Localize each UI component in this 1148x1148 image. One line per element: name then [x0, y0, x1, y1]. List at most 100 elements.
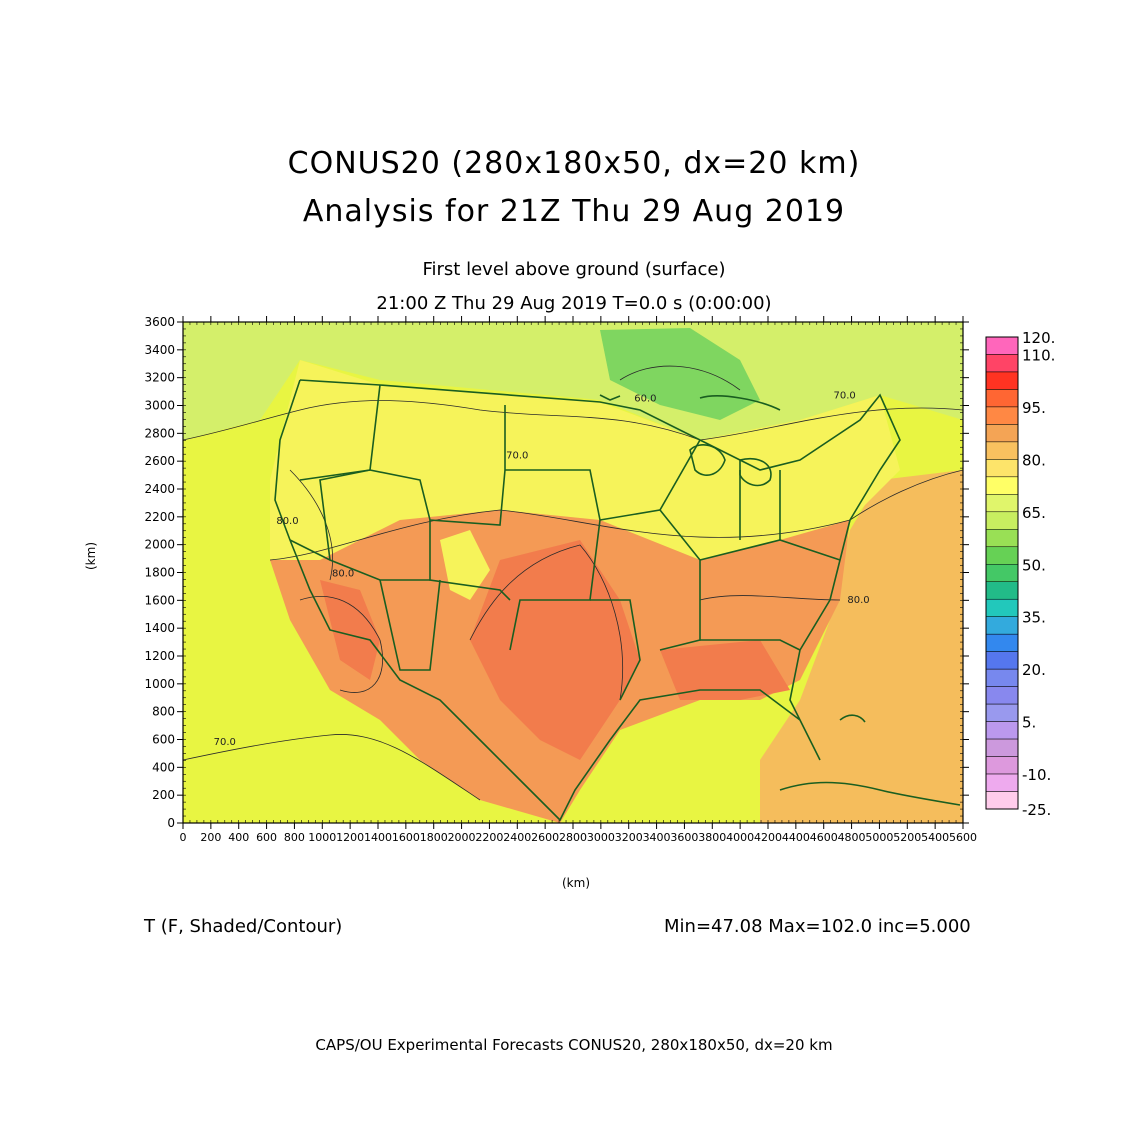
x-axis-unit: (km) [562, 876, 591, 890]
contour-label: 80.0 [332, 569, 354, 580]
contour-label: 70.0 [506, 450, 528, 461]
legend-swatch [985, 686, 1019, 705]
hot-desert-region [320, 580, 380, 680]
legend-swatch [985, 459, 1019, 478]
legend-label: 80. [1022, 451, 1046, 469]
contour-label: 60.0 [634, 393, 656, 404]
legend-swatch [985, 598, 1019, 617]
x-tick-label: 5600 [949, 831, 977, 844]
y-axis: 0 200 400 600 800 1000 1200 1400 1600 1800 2000 220… [144, 315, 969, 830]
x-tick-label: 5200 [893, 831, 921, 844]
legend-swatch [985, 441, 1019, 460]
legend-swatch [985, 406, 1019, 425]
x-tick-label: 2400 [503, 831, 531, 844]
political-borders [274, 379, 901, 822]
legend-label: 65. [1022, 504, 1046, 522]
hot-texas-region [470, 540, 640, 760]
x-axis: 0 200 400 600 800 1000 1200 1400 1600 1800 2000 220… [180, 316, 977, 844]
x-tick-label: 2000 [448, 831, 476, 844]
y-axis-unit: (km) [84, 541, 98, 570]
y-tick-label: 2800 [144, 426, 175, 440]
chart-title: CONUS20 (280x180x50, dx=20 km) [287, 146, 861, 181]
legend-swatch [985, 354, 1019, 373]
legend-label: -10. [1022, 766, 1051, 784]
contour-label: 80.0 [847, 595, 869, 606]
canada-cool-region [600, 328, 760, 420]
y-tick-label: 3000 [144, 399, 175, 413]
y-tick-label: 0 [167, 816, 175, 830]
credit-footer: CAPS/OU Experimental Forecasts CONUS20, … [315, 1036, 833, 1054]
level-label: First level above ground (surface) [422, 259, 726, 280]
legend-swatch [985, 389, 1019, 408]
legend-label: 35. [1022, 609, 1046, 627]
x-tick-label: 200 [200, 831, 221, 844]
y-tick-label: 1800 [144, 566, 175, 580]
x-tick-label: 2800 [559, 831, 587, 844]
y-tick-label: 600 [152, 733, 175, 747]
y-tick-label: 3600 [144, 315, 175, 329]
y-tick-label: 2000 [144, 538, 175, 552]
y-tick-label: 2200 [144, 510, 175, 524]
y-tick-label: 1600 [144, 593, 175, 607]
y-tick-label: 1400 [144, 621, 175, 635]
y-tick-label: 3200 [144, 371, 175, 385]
y-tick-label: 400 [152, 760, 175, 774]
lakes-and-coast [599, 394, 961, 806]
x-tick-label: 2600 [531, 831, 559, 844]
legend-label: 110. [1022, 346, 1055, 364]
y-tick-label: 2400 [144, 482, 175, 496]
y-tick-label: 1000 [144, 677, 175, 691]
time-label: 21:00 Z Thu 29 Aug 2019 T=0.0 s (0:00:00… [376, 293, 772, 314]
legend-swatch [985, 738, 1019, 757]
legend-swatch [985, 336, 1019, 355]
legend-swatch [985, 511, 1019, 530]
x-tick-label: 5400 [921, 831, 949, 844]
chart-subtitle-analysis: Analysis for 21Z Thu 29 Aug 2019 [302, 194, 846, 229]
x-tick-label: 3600 [670, 831, 698, 844]
hot-southeast-region [660, 640, 790, 700]
x-tick-label: 1000 [308, 831, 336, 844]
legend-label: 120. [1022, 329, 1055, 347]
legend-swatch [985, 703, 1019, 722]
legend-frame [985, 336, 1019, 810]
legend-swatch [985, 668, 1019, 687]
contour-label: 70.0 [833, 391, 855, 402]
x-tick-label: 1600 [392, 831, 420, 844]
x-tick-label: 4000 [726, 831, 754, 844]
x-tick-label: 3400 [643, 831, 671, 844]
legend-label: 5. [1022, 714, 1036, 732]
x-tick-label: 4200 [754, 831, 782, 844]
x-tick-label: 4600 [810, 831, 838, 844]
x-tick-label: 1400 [364, 831, 392, 844]
canada-region [183, 322, 963, 440]
contour-label: 80.0 [276, 516, 298, 527]
x-tick-label: 4800 [838, 831, 866, 844]
contour-value-labels: 70.0 60.0 70.0 70.0 80.0 80.0 80.0 [214, 391, 870, 749]
x-tick-label: 1200 [336, 831, 364, 844]
legend-swatch [985, 721, 1019, 740]
field-stats: Min=47.08 Max=102.0 inc=5.000 [664, 916, 971, 937]
legend-swatch [985, 424, 1019, 443]
great-lakes-cool-region [690, 440, 740, 490]
variable-label: T (F, Shaded/Contour) [144, 916, 343, 937]
legend-swatch [985, 651, 1019, 670]
legend-swatch [985, 494, 1019, 513]
legend-swatch [985, 371, 1019, 390]
shaded-field [183, 322, 963, 823]
x-tick-label: 400 [228, 831, 249, 844]
x-tick-label: 600 [256, 831, 277, 844]
legend-swatch [985, 791, 1019, 810]
legend-label: 95. [1022, 399, 1046, 417]
x-tick-label: 3000 [587, 831, 615, 844]
x-tick-label: 1800 [420, 831, 448, 844]
legend-swatch [985, 773, 1019, 792]
y-tick-label: 3400 [144, 343, 175, 357]
x-tick-label: 3800 [698, 831, 726, 844]
legend-swatch [985, 633, 1019, 652]
legend-swatch [985, 529, 1019, 548]
legend-label: 50. [1022, 556, 1046, 574]
legend-label: 20. [1022, 661, 1046, 679]
legend-swatch [985, 756, 1019, 775]
y-tick-label: 2600 [144, 454, 175, 468]
